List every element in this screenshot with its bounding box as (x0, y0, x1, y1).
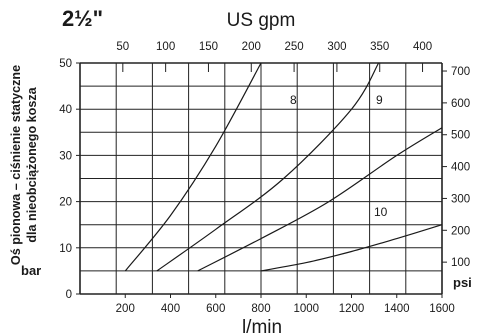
bottom-tick-label: 400 (161, 303, 180, 315)
top-tick-label: 50 (116, 41, 129, 53)
top-tick-label: 150 (199, 41, 218, 53)
right-tick-label: 100 (451, 257, 470, 269)
y-axis-label-line: dla nieobciążonego kosza (25, 86, 39, 242)
top-tick-label: 200 (242, 41, 261, 53)
left-tick-label: 10 (59, 243, 72, 255)
curve-8 (124, 62, 262, 272)
left-unit-label: bar (21, 263, 41, 278)
left-tick-label: 20 (59, 197, 72, 209)
bottom-tick-label: 1200 (339, 303, 365, 315)
curve-10 (197, 127, 443, 272)
left-tick-label: 50 (59, 58, 72, 70)
left-tick-label: 0 (66, 289, 72, 301)
curve-label: 9 (376, 93, 383, 107)
right-tick-label: 300 (451, 193, 470, 205)
right-tick-label: 400 (451, 162, 470, 174)
top-axis-label: US gpm (227, 10, 296, 31)
right-tick-label: 600 (451, 98, 470, 110)
bottom-tick-label: 200 (116, 303, 135, 315)
right-tick-label: 500 (451, 130, 470, 142)
bottom-tick-label: 800 (251, 303, 270, 315)
curve-9 (156, 62, 380, 272)
right-tick-label: 200 (451, 225, 470, 237)
y-axis-label-line: Oś pionowa – ciśnienie statyczne (9, 65, 23, 265)
top-tick-label: 350 (370, 41, 389, 53)
curve-label: 8 (290, 93, 297, 107)
bottom-tick-label: 600 (206, 303, 225, 315)
curves: 8 9 10 (124, 62, 443, 272)
top-tick-label: 400 (413, 41, 432, 53)
left-tick-label: 40 (59, 104, 72, 116)
top-tick-label: 100 (156, 41, 175, 53)
bottom-tick-label: 1600 (429, 303, 455, 315)
top-tick-label: 300 (327, 41, 346, 53)
labels: 2½" US gpm l/min bar psi Oś pionowa – ci… (9, 6, 472, 335)
bottom-tick-label: 1400 (384, 303, 410, 315)
right-tick-label: 700 (451, 66, 470, 78)
y-axis-label: Oś pionowa – ciśnienie statyczne dla nieo… (9, 65, 39, 265)
curve-unnamed (260, 224, 443, 272)
curve-label: 10 (374, 205, 388, 219)
right-unit-label: psi (453, 275, 472, 290)
bottom-axis-label: l/min (242, 317, 282, 335)
top-tick-label: 250 (284, 41, 303, 53)
chart-title: 2½" (62, 6, 103, 31)
bottom-tick-label: 1000 (293, 303, 319, 315)
left-tick-label: 30 (59, 150, 72, 162)
